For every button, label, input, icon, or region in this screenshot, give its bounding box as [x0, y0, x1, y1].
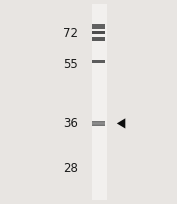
- Polygon shape: [117, 118, 125, 129]
- Bar: [92, 24, 105, 29]
- Text: 72: 72: [63, 27, 78, 40]
- Text: 28: 28: [63, 162, 78, 175]
- Bar: [92, 31, 105, 34]
- Bar: [92, 60, 105, 63]
- Text: 55: 55: [63, 58, 78, 71]
- Text: 36: 36: [63, 117, 78, 130]
- Bar: [92, 37, 105, 41]
- Bar: [92, 4, 107, 200]
